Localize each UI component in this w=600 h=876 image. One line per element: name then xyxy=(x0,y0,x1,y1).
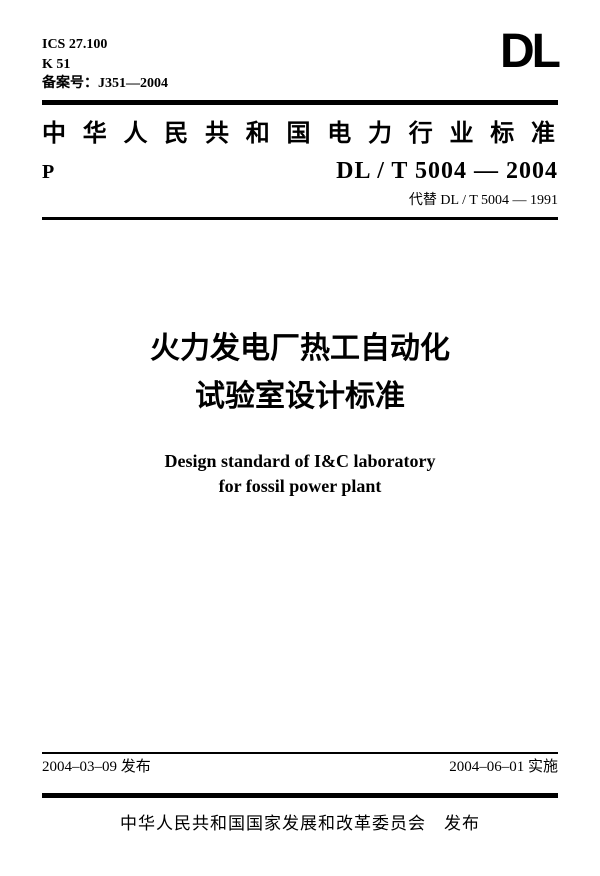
title-en: Design standard of I&C laboratory for fo… xyxy=(42,449,558,499)
dl-logo: DL xyxy=(500,30,558,73)
header-top: ICS 27.100 K 51 备案号：J351—2004 DL xyxy=(42,35,558,94)
effective-date: 2004–06–01 实施 xyxy=(449,755,558,776)
replaces-code: 代替 DL / T 5004 — 1991 xyxy=(42,189,558,209)
header-meta: ICS 27.100 K 51 备案号：J351—2004 xyxy=(42,35,168,94)
ics-code: ICS 27.100 xyxy=(42,35,168,55)
standard-code-row: P DL / T 5004 — 2004 xyxy=(42,158,558,185)
publisher: 中华人民共和国国家发展和改革委员会 发布 xyxy=(42,809,558,834)
standard-code: DL / T 5004 — 2004 xyxy=(336,158,558,185)
issued-date: 2004–03–09 发布 xyxy=(42,755,151,776)
p-classification: P xyxy=(42,161,54,184)
dates-bottom-rule xyxy=(42,793,558,798)
filing-number: 备案号：J351—2004 xyxy=(42,74,168,94)
dates-top-rule xyxy=(42,752,558,754)
k-code: K 51 xyxy=(42,55,168,75)
top-heavy-rule xyxy=(42,100,558,105)
dates-row: 2004–03–09 发布 2004–06–01 实施 xyxy=(42,755,558,776)
code-rule xyxy=(42,217,558,220)
title-zh-line1: 火力发电厂热工自动化 xyxy=(42,325,558,373)
main-title-block: 火力发电厂热工自动化 试验室设计标准 Design standard of I&… xyxy=(42,325,558,499)
title-en-line2: for fossil power plant xyxy=(42,474,558,499)
title-zh-line2: 试验室设计标准 xyxy=(42,373,558,421)
organization-title: 中华人民共和国电力行业标准 xyxy=(42,113,558,148)
title-en-line1: Design standard of I&C laboratory xyxy=(42,449,558,474)
